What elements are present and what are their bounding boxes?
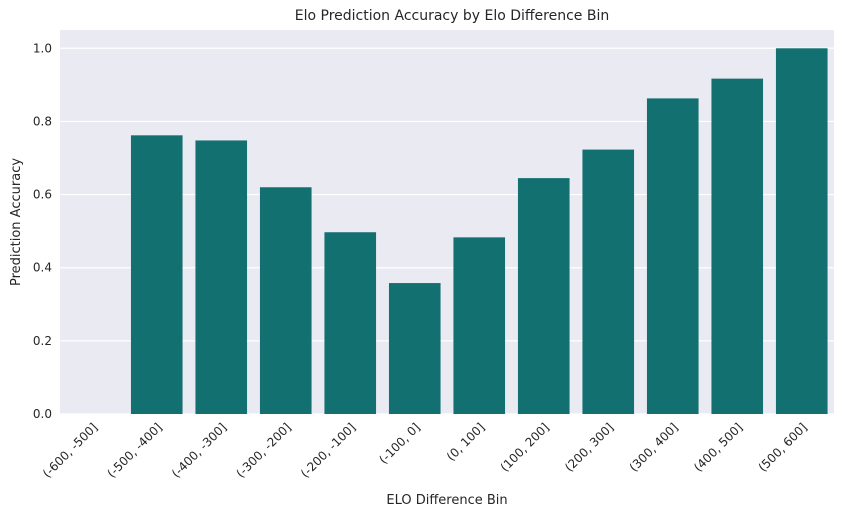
bar (582, 149, 635, 415)
x-tick-label: (-500, -400] (104, 420, 164, 480)
y-tick-label: 0.6 (33, 188, 52, 202)
bar (646, 98, 699, 414)
bars (130, 48, 828, 415)
x-tick-label: (-600, -500] (40, 420, 100, 480)
y-tick-label: 1.0 (33, 41, 52, 55)
x-tick-label: (-300, -200] (233, 420, 293, 480)
bar (711, 78, 764, 414)
x-axis-label: ELO Difference Bin (386, 493, 507, 508)
bar (775, 48, 828, 415)
x-tick-labels: (-600, -500] (-500, -400] (-400, -300] (-30… (40, 420, 810, 480)
bar (453, 237, 506, 414)
x-tick-label: (500, 600] (756, 420, 810, 474)
x-tick-label: (200, 300] (562, 420, 616, 474)
bar (259, 187, 312, 414)
x-tick-label: (100, 200] (498, 420, 552, 474)
y-axis-label: Prediction Accuracy (9, 158, 24, 286)
y-tick-label: 0.4 (33, 261, 52, 275)
y-tick-label: 0.0 (33, 407, 52, 421)
bar (517, 178, 570, 414)
bar (388, 283, 441, 414)
x-tick-label: (300, 400] (627, 420, 681, 474)
x-tick-label: (-100, 0] (376, 420, 423, 467)
x-tick-label: (0, 100] (444, 420, 488, 464)
bar (324, 232, 377, 414)
x-tick-label: (-400, -300] (169, 420, 229, 480)
x-tick-label: (400, 500] (691, 420, 745, 474)
y-tick-labels: 0.0 0.2 0.4 0.6 0.8 1.0 (33, 41, 52, 421)
y-tick-label: 0.2 (33, 334, 52, 348)
chart-title: Elo Prediction Accuracy by Elo Differenc… (295, 8, 609, 24)
x-tick-label: (-200, -100] (298, 420, 358, 480)
grid-lines (60, 47, 834, 415)
bar (195, 140, 248, 414)
y-tick-label: 0.8 (33, 114, 52, 128)
bar (130, 135, 183, 414)
plot-area (60, 30, 834, 414)
